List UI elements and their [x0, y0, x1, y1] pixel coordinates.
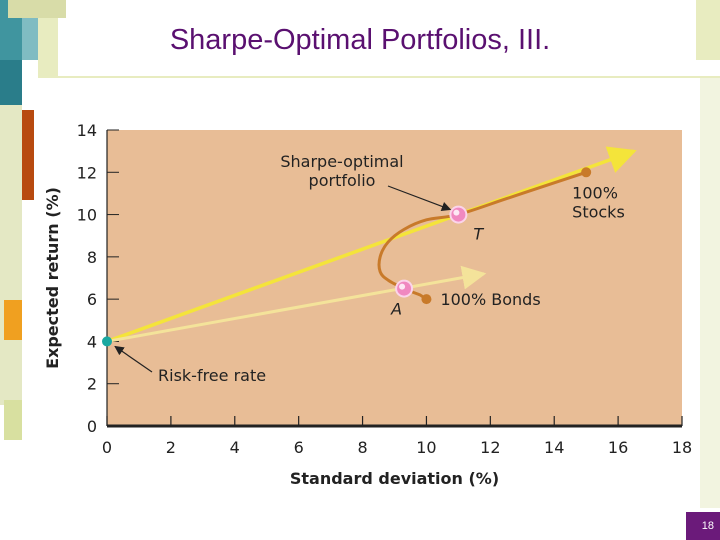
- axes: 0 2 4 6 8 10 12 14 0 2 4 6 8 10 12 14 16 18: [77, 121, 693, 457]
- y-axis-label: Expected return (%): [43, 187, 62, 369]
- efficient-frontier-line: [377, 170, 587, 301]
- y-tick-label: 0: [87, 417, 97, 436]
- deco-block-orange: [4, 300, 22, 340]
- x-tick-label: 18: [672, 438, 692, 457]
- deco-block-green: [4, 400, 22, 440]
- bonds-label: 100% Bonds: [440, 290, 540, 309]
- riskfree-annotation: Risk-free rate: [158, 366, 266, 385]
- portfolio-a-label-line: A: [390, 300, 402, 319]
- stocks-label-line: Stocks: [572, 202, 625, 221]
- slide-number: 18: [686, 512, 720, 540]
- x-tick-label: 6: [294, 438, 304, 457]
- deco-block-right-strip: [700, 78, 720, 508]
- y-tick-label: 10: [77, 206, 97, 225]
- bond-line: [106, 265, 487, 343]
- deco-block-olive-right: [696, 0, 720, 60]
- bonds-label-line: 100% Bonds: [440, 290, 540, 309]
- y-tick-label: 12: [77, 163, 97, 182]
- riskfree-arrow: [114, 345, 153, 373]
- x-tick-label: 2: [166, 438, 176, 457]
- sharpe-optimal-annotation-line: Sharpe-optimal: [280, 152, 403, 171]
- x-tick-label: 8: [357, 438, 367, 457]
- slide-title: Sharpe-Optimal Portfolios, III.: [169, 24, 551, 56]
- portfolio-t-label: T: [473, 225, 484, 244]
- y-tick-label: 6: [87, 290, 97, 309]
- riskfree-annotation-line: Risk-free rate: [158, 366, 266, 385]
- frontier-endpoint: [421, 294, 432, 305]
- deco-block-olive-2: [38, 18, 58, 78]
- portfolio-marker-highlight: [399, 283, 406, 290]
- y-tick-label: 2: [87, 375, 97, 394]
- y-tick-label: 8: [87, 248, 97, 267]
- x-axis-label: Standard deviation (%): [290, 469, 499, 488]
- plot-background: [107, 130, 682, 426]
- sharpe-optimal-annotation-line: portfolio: [309, 171, 376, 190]
- stocks-label-line: 100%: [572, 183, 618, 202]
- frontier-endpoint: [581, 167, 592, 178]
- x-tick-label: 12: [480, 438, 500, 457]
- x-tick-label: 0: [102, 438, 112, 457]
- tangent-line: [106, 146, 637, 344]
- sharpe-optimal-arrow: [387, 185, 452, 212]
- stocks-label: 100% Stocks: [572, 183, 625, 221]
- deco-block-olive: [8, 0, 66, 18]
- x-tick-label: 4: [230, 438, 240, 457]
- y-tick-label: 4: [87, 332, 97, 351]
- x-tick-label: 14: [544, 438, 564, 457]
- portfolio-t-label-line: T: [473, 225, 484, 244]
- portfolio-marker-highlight: [453, 209, 460, 216]
- deco-block-brown: [22, 110, 34, 200]
- y-tick-label: 14: [77, 121, 97, 140]
- capital-allocation-lines: [106, 146, 637, 344]
- deco-block-rule: [38, 76, 720, 78]
- annotations: 100% Bonds 100% Stocks A T Sharpe-optimal port…: [114, 152, 625, 385]
- chart-points: [102, 167, 592, 347]
- portfolio-a-label: A: [390, 300, 402, 319]
- x-tick-label: 10: [416, 438, 436, 457]
- x-tick-label: 16: [608, 438, 628, 457]
- sharpe-optimal-annotation: Sharpe-optimal portfolio: [280, 152, 403, 190]
- riskfree-marker: [102, 336, 112, 347]
